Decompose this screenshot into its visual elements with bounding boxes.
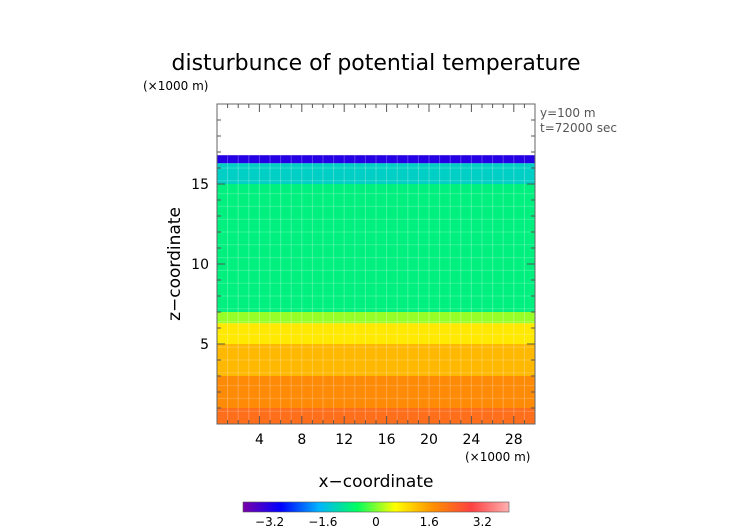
plot-area: [217, 155, 535, 424]
x-axis-ticks: 4 8 12 16 20 24 28: [227, 104, 525, 448]
colorbar-tick-label: 0: [372, 515, 380, 529]
x-tick-label: 8: [297, 432, 306, 448]
colorbar-tick-label: −3.2: [255, 515, 284, 529]
heatmap-band: [217, 408, 535, 424]
title-units-note: (×1000 m): [143, 79, 208, 93]
heatmap-bands: [217, 155, 535, 424]
heatmap-band: [217, 163, 535, 184]
chart-title: disturbunce of potential temperature: [172, 51, 581, 76]
y-tick-label: 15: [191, 177, 209, 193]
plot-grid: [217, 155, 535, 424]
annotation-t: t=72000 sec: [540, 121, 617, 135]
colorbar-tick-label: 1.6: [420, 515, 439, 529]
y-axis-label: z−coordinate: [165, 207, 185, 321]
x-tick-label: 12: [335, 432, 353, 448]
x-tick-label: 28: [505, 432, 523, 448]
heatmap-band: [217, 376, 535, 408]
y-tick-label: 10: [191, 257, 209, 273]
x-tick-label: 20: [420, 432, 438, 448]
x-axis-label: x−coordinate: [319, 472, 434, 492]
y-tick-label: 5: [200, 337, 209, 353]
colorbar-ticks: −3.2 −1.6 0 1.6 3.2: [255, 515, 492, 529]
heatmap-band: [217, 184, 535, 312]
x-tick-label: 24: [462, 432, 480, 448]
heatmap-band: [217, 155, 535, 164]
colorbar-tick-label: −1.6: [308, 515, 337, 529]
heatmap-band: [217, 312, 535, 324]
x-tick-label: 16: [378, 432, 396, 448]
colorbar-tick-label: 3.2: [473, 515, 492, 529]
colorbar: [242, 501, 510, 513]
heatmap-band: [217, 344, 535, 376]
x-axis-units: (×1000 m): [465, 450, 530, 464]
annotation-y: y=100 m: [540, 106, 596, 120]
x-tick-label: 4: [255, 432, 264, 448]
heatmap-band: [217, 323, 535, 344]
y-axis-ticks: 5 10 15: [191, 119, 535, 409]
